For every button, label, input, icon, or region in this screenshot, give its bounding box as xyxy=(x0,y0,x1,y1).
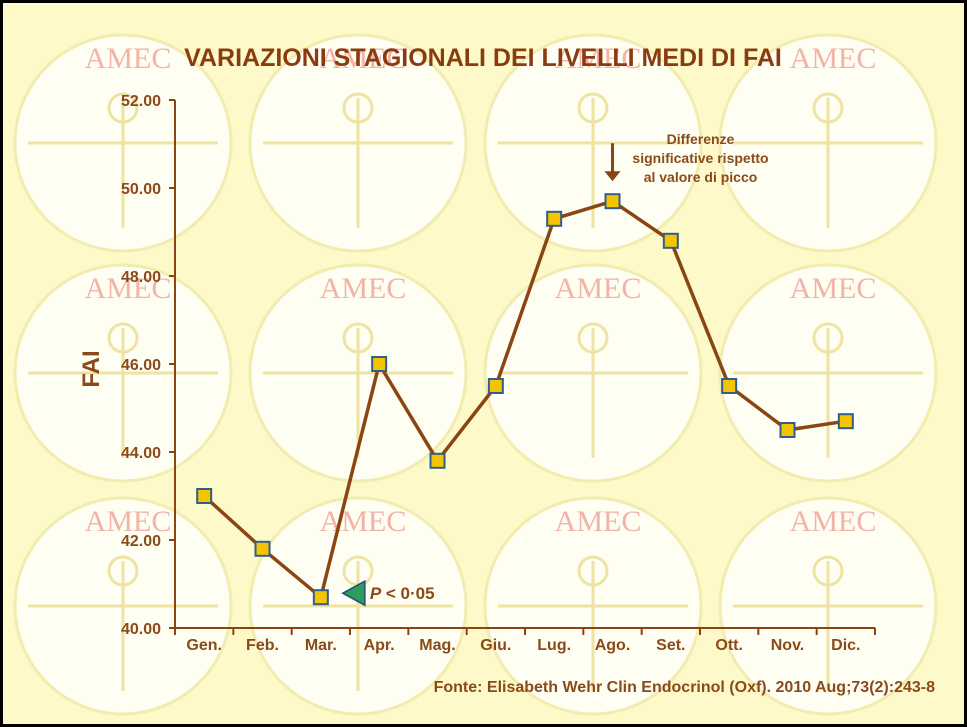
series-group xyxy=(196,193,854,606)
watermark-tile: AMEC xyxy=(718,263,938,483)
x-tick-label: Nov. xyxy=(771,637,804,654)
watermark-tile: AMEC xyxy=(13,263,233,483)
y-tick-label: 44.00 xyxy=(121,445,161,462)
watermark-text: AMEC xyxy=(85,505,172,538)
annotation-text-line: al valore di picco xyxy=(644,169,758,185)
data-point-marker xyxy=(312,589,329,606)
y-tick-label: 40.00 xyxy=(121,621,161,638)
x-tick-label: Dic. xyxy=(831,637,860,654)
slide-frame: AMEC AMEC AMEC AMEC AMEC AMEC AMEC AMEC AMEC AMEC… xyxy=(3,3,964,724)
peak-annotation: Differenze significative rispetto al valor… xyxy=(604,131,769,185)
y-tick-label: 46.00 xyxy=(121,357,161,374)
data-point-marker xyxy=(487,378,504,394)
watermark-tile: AMEC xyxy=(483,263,703,483)
x-tick-label: Ott. xyxy=(715,637,743,654)
x-tick-label: Gen. xyxy=(186,637,222,654)
series-line xyxy=(202,199,847,599)
data-point-marker xyxy=(837,413,854,430)
watermark-text: AMEC xyxy=(320,42,407,75)
y-tick-label: 48.00 xyxy=(121,269,161,286)
y-axis-title: FAI xyxy=(78,350,105,387)
watermark-text: AMEC xyxy=(85,42,172,75)
data-point-marker xyxy=(254,540,271,557)
watermark-text: AMEC xyxy=(790,272,877,305)
annotation-arrow-head xyxy=(604,171,621,182)
x-tick-labels: Gen. Feb. Mar. Apr. Mag. Giu. Lug. Ago. Set. Ott.… xyxy=(186,637,860,654)
watermark-text: AMEC xyxy=(790,505,877,538)
data-point-marker xyxy=(662,232,679,249)
x-tick-label: Lug. xyxy=(537,637,571,654)
watermark-tile: AMEC xyxy=(483,496,703,716)
x-tick-label: Giu. xyxy=(480,637,511,654)
data-point-marker xyxy=(604,193,621,210)
watermark-text: AMEC xyxy=(555,272,642,305)
p-value-annotation: P < 0·05 xyxy=(341,579,435,607)
background-watermark-pattern: AMEC AMEC AMEC AMEC AMEC AMEC AMEC AMEC AMEC AMEC… xyxy=(13,33,938,716)
y-tick-label: 50.00 xyxy=(121,181,161,198)
watermark-tile: AMEC xyxy=(483,33,703,253)
source-citation: Fonte: Elisabeth Wehr Clin Endocrinol (O… xyxy=(434,679,936,696)
x-tick-label: Mag. xyxy=(419,637,455,654)
p-value-label: P < 0·05 xyxy=(370,584,435,603)
x-tick-label: Feb. xyxy=(246,637,279,654)
watermark-text: AMEC xyxy=(555,505,642,538)
y-tick-label: 42.00 xyxy=(121,533,161,550)
annotation-text-line: Differenze xyxy=(667,131,735,147)
chart-title: VARIAZIONI STAGIONALI DEI LIVELLI MEDI D… xyxy=(184,44,782,72)
line-chart: VARIAZIONI STAGIONALI DEI LIVELLI MEDI D… xyxy=(78,44,936,696)
data-point-marker xyxy=(196,488,213,504)
x-tick-label: Set. xyxy=(656,637,685,654)
watermark-tile: AMEC xyxy=(13,33,233,253)
axes xyxy=(169,99,876,635)
annotation-text-line: significative rispetto xyxy=(632,150,768,166)
data-point-marker xyxy=(546,210,563,227)
watermark-text: AMEC xyxy=(790,42,877,75)
watermark-text: AMEC xyxy=(85,272,172,305)
y-tick-labels: 40.00 42.00 44.00 46.00 48.00 50.00 52.00 xyxy=(121,93,161,638)
watermark-text: AMEC xyxy=(555,42,642,75)
watermark-tile: AMEC xyxy=(13,496,233,716)
x-tick-label: Ago. xyxy=(595,637,631,654)
data-point-marker xyxy=(371,356,388,372)
watermark-tile: AMEC xyxy=(718,33,938,253)
watermark-tile: AMEC xyxy=(248,33,468,253)
watermark-tile: AMEC xyxy=(248,496,468,716)
watermark-text: AMEC xyxy=(320,272,407,305)
watermark-tile: AMEC xyxy=(718,496,938,716)
x-tick-label: Apr. xyxy=(364,637,395,654)
p-value-marker-triangle xyxy=(341,579,366,607)
watermark-tile: AMEC xyxy=(248,263,468,483)
data-point-marker xyxy=(429,452,446,469)
data-point-marker xyxy=(779,422,796,438)
y-tick-label: 52.00 xyxy=(121,93,161,110)
x-tick-label: Mar. xyxy=(305,637,337,654)
watermark-text: AMEC xyxy=(320,505,407,538)
data-point-marker xyxy=(721,378,738,394)
